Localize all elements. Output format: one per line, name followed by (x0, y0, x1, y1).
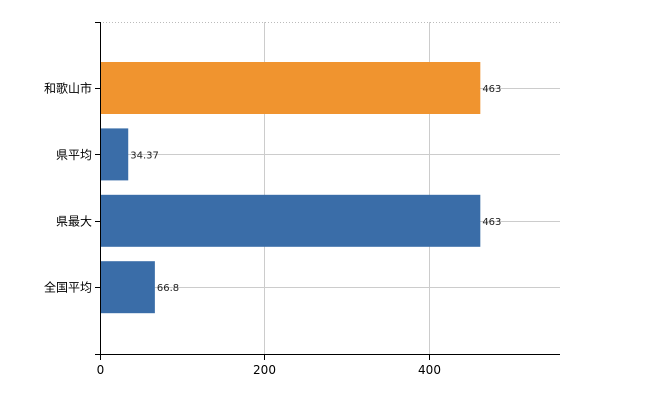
data-label: 463 (482, 217, 501, 228)
x-tick-label: 200 (253, 363, 276, 377)
data-label: 66.8 (157, 283, 179, 294)
data-label: 463 (482, 84, 501, 95)
category-label: 県最大 (56, 214, 92, 228)
bar-3 (101, 261, 155, 314)
bars (101, 62, 481, 314)
bar-2 (101, 194, 481, 247)
category-label: 県平均 (56, 148, 92, 162)
category-label: 全国平均 (44, 280, 92, 295)
labels: 0 200 400 和歌山市 463 県平均 34.37 県最大 463 全国平均 66.8 (44, 81, 501, 378)
axes (95, 22, 560, 360)
data-label: 34.37 (130, 150, 159, 161)
bar-1 (101, 128, 129, 181)
x-tick-label: 400 (418, 363, 441, 377)
bar-0 (101, 62, 481, 114)
category-label: 和歌山市 (44, 81, 92, 96)
x-tick-label: 0 (97, 363, 105, 377)
